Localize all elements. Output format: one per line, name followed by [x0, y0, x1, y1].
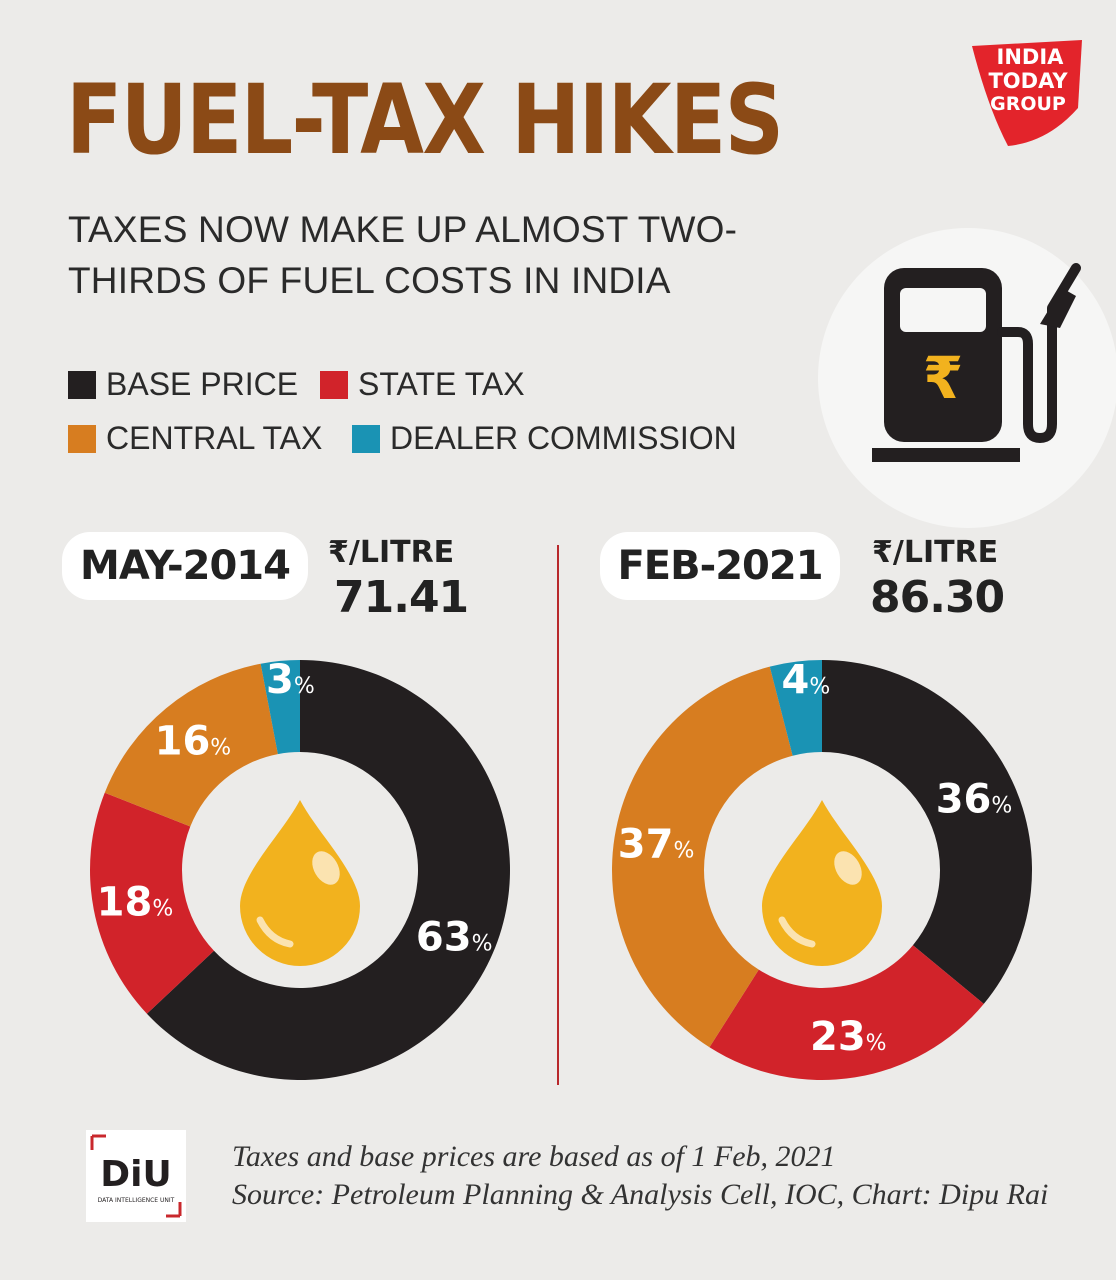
legend-swatch [320, 370, 348, 399]
legend-item-central-tax: CENTRAL TAX [68, 420, 322, 457]
donut-slice-base-price [146, 660, 510, 1080]
india-today-group-logo: INDIA TODAY GROUP [972, 40, 1082, 146]
legend-item-base-price: BASE PRICE [68, 366, 298, 403]
donut-slice-dealer-commission [769, 660, 822, 756]
donut-slice-central-tax [612, 666, 793, 1048]
donut-chart-may-2014: 63%18%16%3% [89, 657, 510, 1080]
legend-label: STATE TAX [358, 366, 525, 402]
fuel-drop-icon [762, 800, 882, 966]
legend-item-dealer-commission: DEALER COMMISSION [352, 420, 737, 457]
legend-label: CENTRAL TAX [106, 420, 323, 456]
fuel-drop-icon [240, 800, 360, 966]
price-may-2014: 71.41 [334, 572, 469, 623]
svg-text:TODAY: TODAY [988, 69, 1068, 93]
data-label-central-tax: 16% [155, 719, 232, 765]
fuel-pump-icon: ₹ [872, 263, 1081, 462]
page-subtitle: TAXES NOW MAKE UP ALMOST TWO-THIRDS OF F… [68, 209, 738, 301]
donut-slice-state-tax [709, 945, 984, 1080]
legend-swatch [352, 424, 380, 453]
price-feb-2021: 86.30 [870, 572, 1005, 623]
data-label-state-tax: 18% [97, 879, 174, 925]
svg-text:DATA INTELLIGENCE UNIT: DATA INTELLIGENCE UNIT [98, 1197, 175, 1204]
svg-text:DiU: DiU [100, 1154, 171, 1195]
legend-label: DEALER COMMISSION [390, 420, 737, 456]
rupee-symbol: ₹ [923, 344, 963, 412]
donut-slice-central-tax [104, 663, 278, 827]
unit-label-feb-2021: ₹/LITRE [872, 535, 999, 570]
donut-slice-base-price [822, 660, 1032, 1004]
legend-swatch [68, 424, 96, 453]
donut-slice-dealer-commission [260, 660, 300, 755]
footnote-source: Source: Petroleum Planning & Analysis Ce… [232, 1178, 1049, 1211]
page-title: FUEL-TAX HIKES [66, 64, 784, 176]
chart-title-may-2014: MAY-2014 [62, 532, 308, 600]
donut-chart-feb-2021: 36%23%37%4% [612, 658, 1032, 1080]
legend-swatch [68, 370, 96, 399]
donut-slice-state-tax [89, 792, 214, 1014]
svg-text:INDIA: INDIA [997, 45, 1065, 69]
legend-item-state-tax: STATE TAX [320, 366, 525, 403]
legend-label: BASE PRICE [106, 366, 299, 402]
svg-text:GROUP: GROUP [990, 93, 1066, 115]
chart-title-feb-2021: FEB-2021 [600, 532, 840, 600]
data-label-dealer-commission: 3% [266, 657, 315, 703]
footnote-date: Taxes and base prices are based as of 1 … [232, 1140, 836, 1173]
unit-label-may-2014: ₹/LITRE [328, 535, 455, 570]
diu-logo: DiU DATA INTELLIGENCE UNIT [86, 1130, 186, 1222]
chart-divider [557, 545, 559, 1085]
